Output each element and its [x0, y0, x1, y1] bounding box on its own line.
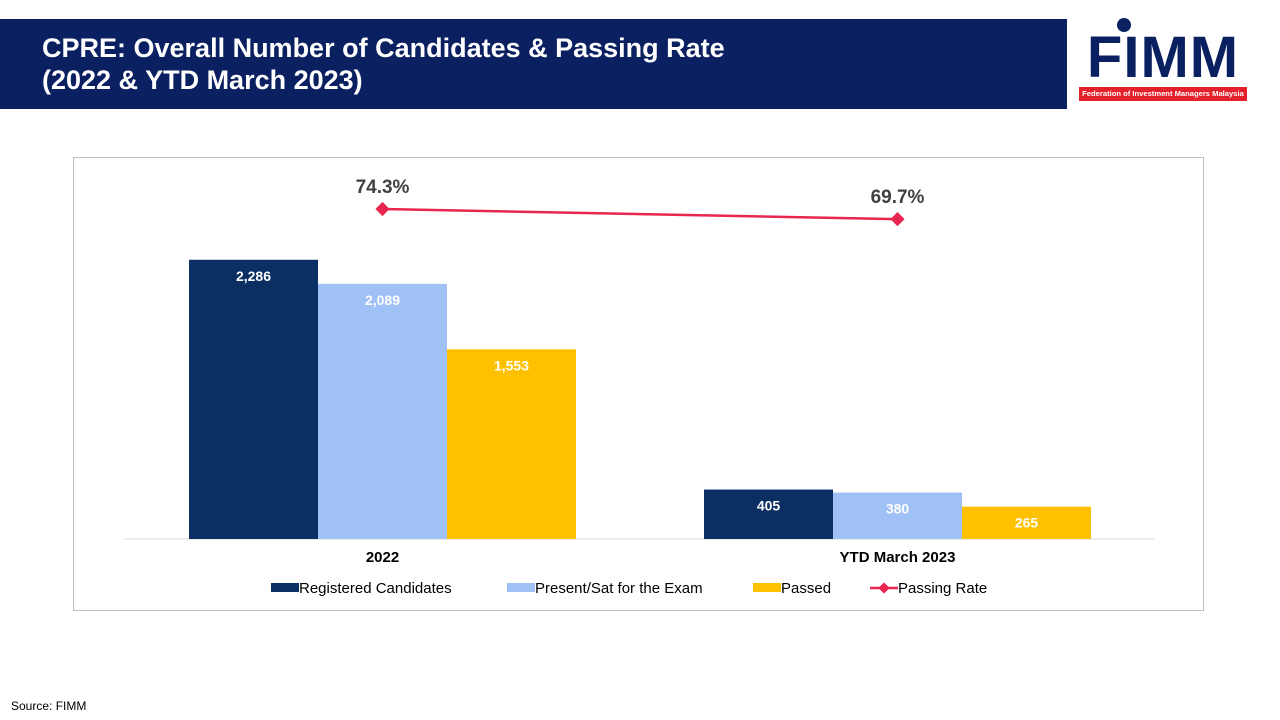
x-tick-label: 2022 [366, 549, 399, 566]
bar [704, 489, 833, 539]
legend-swatch [753, 583, 781, 592]
passing-rate-point [890, 212, 905, 227]
bar [318, 283, 447, 539]
passing-rate-label: 74.3% [356, 177, 410, 198]
source-note: Source: FIMM [11, 699, 87, 713]
legend-label: Passed [781, 580, 831, 597]
bar [962, 506, 1091, 539]
bar-data-label: 405 [757, 498, 781, 514]
fimm-logo: FIMM Federation of Investment Managers M… [1079, 18, 1249, 102]
bar [833, 492, 962, 539]
bar-data-label: 2,089 [365, 292, 400, 308]
bar [447, 349, 576, 539]
bar-data-label: 2,286 [236, 268, 271, 284]
legend-label: Present/Sat for the Exam [535, 580, 703, 597]
page-subtitle: (2022 & YTD March 2023) [42, 65, 363, 95]
title-bar: CPRE: Overall Number of Candidates & Pas… [0, 19, 1067, 109]
chart: 2,286 405 2,089 380 1,553 265 2022 YTD March 20… [124, 177, 1154, 597]
logo-tagline: Federation of Investment Managers Malays… [1079, 87, 1247, 101]
legend-line-marker [878, 582, 890, 594]
bar-data-label: 1,553 [494, 357, 529, 373]
legend-swatch [271, 583, 299, 592]
legend-swatch [507, 583, 535, 592]
logo-dot [1117, 18, 1131, 32]
legend-label: Passing Rate [898, 580, 987, 597]
passing-rate-point [375, 201, 390, 217]
legend-label: Registered Candidates [299, 580, 452, 597]
logo-wordmark: FIMM [1086, 25, 1240, 90]
bar-data-label: 265 [1015, 515, 1039, 531]
bar-data-label: 380 [886, 501, 910, 517]
passing-rate-label: 69.7% [871, 187, 925, 208]
bar [189, 259, 318, 539]
page-title: CPRE: Overall Number of Candidates & Pas… [42, 33, 725, 63]
x-tick-label: YTD March 2023 [840, 549, 956, 566]
passing-rate-line [382, 207, 898, 221]
chart-container: 2,286 405 2,089 380 1,553 265 2022 YTD March 20… [73, 157, 1204, 611]
